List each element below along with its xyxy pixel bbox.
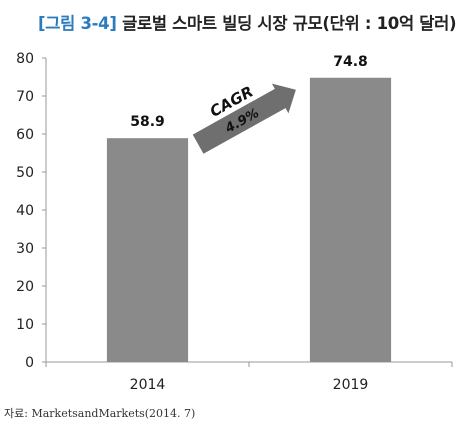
source-note: 자료: MarketsandMarkets(2014. 7): [4, 407, 196, 420]
bar-value-label: 58.9: [130, 114, 165, 130]
y-tick-label: 20: [16, 279, 34, 295]
bar-2014: [106, 138, 189, 362]
bars: 58.9 74.8: [106, 54, 392, 362]
cagr-arrow: [192, 83, 296, 154]
y-tick-label: 10: [16, 317, 34, 333]
bar-2019: [309, 77, 392, 362]
chart-title: [그림 3-4] 글로벌 스마트 빌딩 시장 규모(단위 : 10억 달러): [38, 10, 457, 34]
figure-number: [그림 3-4]: [38, 14, 117, 33]
y-tick-label: 30: [16, 241, 34, 257]
y-tick-label: 70: [16, 89, 34, 105]
y-tick-label: 0: [25, 355, 34, 371]
y-tick-label: 80: [16, 51, 34, 67]
y-tick-label: 60: [16, 127, 34, 143]
x-axis: 2014 2019: [45, 361, 453, 393]
bar-value-label: 74.8: [333, 54, 368, 70]
title-text: 글로벌 스마트 빌딩 시장 규모(단위 : 10억 달러): [122, 14, 457, 33]
y-tick-label: 40: [16, 203, 34, 219]
x-tick-label: 2014: [130, 377, 166, 393]
x-tick-label: 2019: [333, 377, 369, 393]
y-axis: 0 10 20 30 40 50 60 70 80: [16, 51, 47, 371]
y-tick-label: 50: [16, 165, 34, 181]
